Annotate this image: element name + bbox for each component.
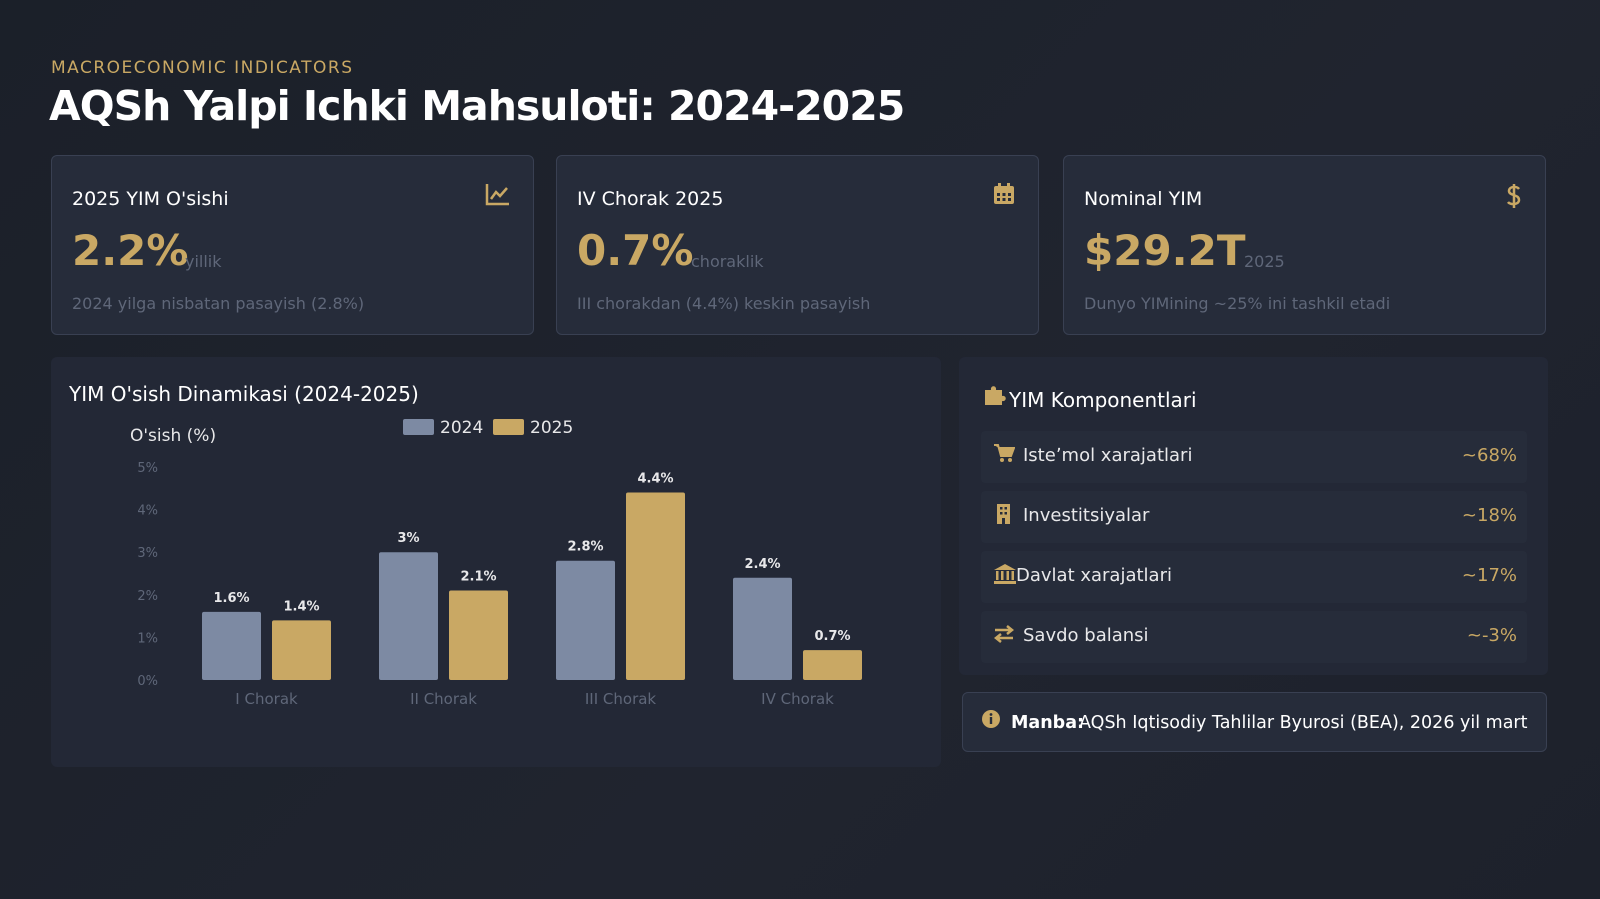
y-tick-label: 1% [137, 631, 158, 646]
chart-panel: YIM O'sish Dinamikasi (2024-2025) O'sish… [51, 357, 941, 767]
value-label: 3% [397, 531, 419, 546]
y-tick-label: 0% [137, 674, 158, 689]
card-value: 0.7% [577, 226, 694, 275]
component-value: ~-3% [1466, 625, 1517, 646]
component-value: ~17% [1461, 565, 1517, 586]
component-row: Isteʼmol xarajatlari ~68% [981, 431, 1527, 483]
card-value: 2.2% [72, 226, 189, 275]
component-row: Davlat xarajatlari ~17% [981, 551, 1527, 603]
y-axis-title: O'sish (%) [130, 426, 216, 446]
bar [803, 650, 862, 680]
value-label: 2.1% [460, 570, 496, 585]
bank-icon [994, 564, 1016, 584]
x-tick-label: IV Chorak [761, 690, 834, 708]
page-title: AQSh Yalpi Ichki Mahsuloti: 2024-2025 [49, 82, 905, 130]
bar [202, 611, 261, 680]
value-label: 2.4% [744, 557, 780, 572]
bar [626, 492, 685, 680]
bar [272, 620, 331, 680]
kpi-card: 2025 YIM O'sishi 2.2% yillik 2024 yilga … [51, 155, 534, 335]
component-label: Savdo balansi [1023, 625, 1149, 646]
component-label: Davlat xarajatlari [1016, 565, 1172, 586]
legend-swatch [493, 419, 524, 435]
source-box: Manba: AQSh Iqtisodiy Tahlilar Byurosi (… [962, 692, 1547, 752]
card-value: $29.2T [1084, 226, 1246, 275]
bar [733, 577, 792, 680]
component-value: ~18% [1461, 505, 1517, 526]
cart-icon [994, 444, 1015, 462]
value-label: 2.8% [567, 540, 603, 555]
x-tick-label: II Chorak [410, 690, 477, 708]
legend-label: 2025 [530, 418, 573, 438]
source-text: AQSh Iqtisodiy Tahlilar Byurosi (BEA), 2… [1079, 713, 1528, 733]
card-title: IV Chorak 2025 [577, 188, 724, 210]
component-label: Investitsiyalar [1023, 505, 1150, 526]
card-unit: choraklik [691, 252, 764, 271]
value-label: 4.4% [637, 472, 673, 487]
y-tick-label: 3% [137, 546, 158, 561]
source-label: Manba: [1011, 713, 1085, 733]
info-icon [982, 710, 1000, 728]
card-unit: yillik [185, 252, 222, 271]
component-label: Isteʼmol xarajatlari [1023, 445, 1193, 466]
component-value: ~68% [1461, 445, 1517, 466]
x-tick-label: I Chorak [235, 690, 298, 708]
bar [379, 552, 438, 680]
card-title: 2025 YIM O'sishi [72, 188, 229, 210]
building-icon [997, 504, 1010, 524]
y-tick-label: 2% [137, 589, 158, 604]
eyebrow: MACROECONOMIC INDICATORS [51, 58, 354, 78]
value-label: 1.4% [283, 599, 319, 614]
x-tick-label: III Chorak [585, 690, 657, 708]
dollar-icon [1506, 184, 1521, 208]
bar [449, 590, 508, 680]
card-note: 2024 yilga nisbatan pasayish (2.8%) [72, 294, 365, 313]
component-row: Investitsiyalar ~18% [981, 491, 1527, 543]
chart-title: YIM O'sish Dinamikasi (2024-2025) [68, 382, 419, 406]
y-tick-label: 4% [137, 504, 158, 519]
exchange-icon [993, 625, 1015, 643]
value-label: 1.6% [213, 591, 249, 606]
bar [556, 560, 615, 680]
components-title: YIM Komponentlari [1009, 388, 1197, 412]
y-tick-label: 5% [137, 461, 158, 476]
kpi-card: IV Chorak 2025 0.7% choraklik III chorak… [556, 155, 1039, 335]
component-row: Savdo balansi ~-3% [981, 611, 1527, 663]
kpi-card: Nominal YIM $29.2T 2025 Dunyo YIMining ~… [1063, 155, 1546, 335]
chart-icon [485, 184, 509, 206]
card-note: III chorakdan (4.4%) keskin pasayish [577, 294, 871, 313]
card-title: Nominal YIM [1084, 188, 1203, 210]
value-label: 0.7% [814, 629, 850, 644]
card-unit: 2025 [1244, 252, 1285, 271]
calendar-icon [994, 183, 1014, 204]
chart: YIM O'sish Dinamikasi (2024-2025) O'sish… [68, 382, 862, 708]
legend-swatch [403, 419, 434, 435]
card-note: Dunyo YIMining ~25% ini tashkil etadi [1084, 294, 1391, 313]
legend-label: 2024 [440, 418, 483, 438]
puzzle-icon [985, 386, 1006, 405]
